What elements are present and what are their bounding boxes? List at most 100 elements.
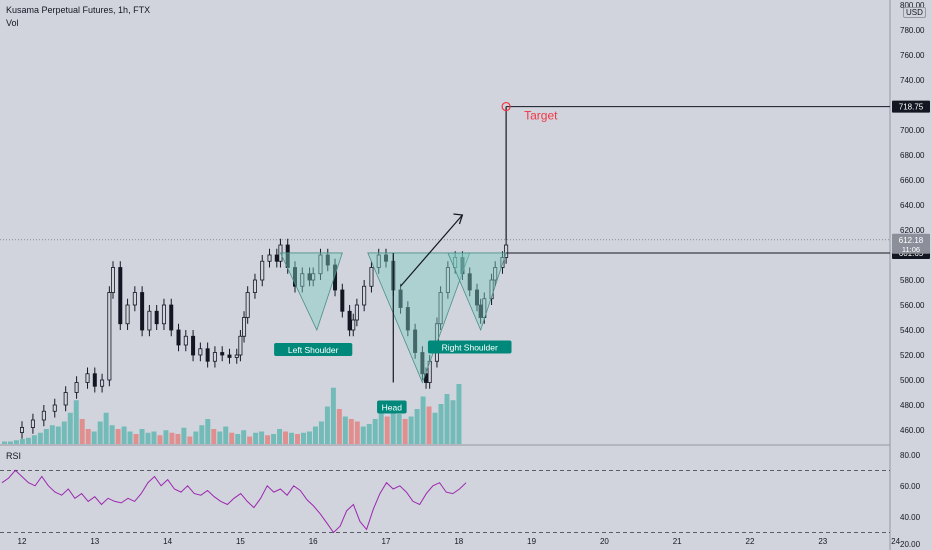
- volume-bar: [127, 431, 133, 444]
- volume-bar: [37, 432, 43, 444]
- candle-body: [212, 352, 217, 362]
- candle-body: [227, 354, 232, 358]
- volume-bar: [366, 424, 372, 444]
- candle-body: [333, 264, 338, 291]
- volume-bar: [13, 440, 19, 444]
- price-tick-label: 460.00: [900, 426, 925, 435]
- volume-bar: [324, 406, 330, 444]
- candle-body: [161, 304, 166, 325]
- rsi-line: [1, 469, 467, 534]
- volume-bar: [49, 425, 55, 444]
- volume-bar: [217, 431, 223, 444]
- volume-bar: [241, 430, 247, 444]
- rsi-tick-label: 20.00: [900, 540, 921, 549]
- candle-body: [478, 304, 483, 318]
- volume-bar: [223, 426, 229, 444]
- volume-legend: Vol: [6, 18, 19, 28]
- candle-body: [30, 419, 35, 428]
- volume-bar: [360, 426, 366, 444]
- price-tick-label: 560.00: [900, 301, 925, 310]
- volume-bar: [420, 396, 426, 444]
- volume-bar: [247, 436, 253, 444]
- volume-bar: [139, 429, 145, 444]
- candle-body: [354, 304, 359, 321]
- rsi-tick-label: 80.00: [900, 451, 921, 460]
- volume-bar: [265, 435, 271, 444]
- candle-body: [52, 404, 57, 412]
- rsi-tick-label: 60.00: [900, 482, 921, 491]
- price-tick-label: 500.00: [900, 376, 925, 385]
- price-level-tag: [892, 100, 930, 113]
- volume-bar: [277, 429, 283, 444]
- volume-bar: [163, 430, 169, 444]
- volume-bar: [19, 439, 25, 444]
- pattern-shape: [447, 252, 507, 332]
- volume-bar: [336, 409, 342, 444]
- volume-bar: [354, 421, 360, 444]
- candle-body: [205, 348, 210, 362]
- date-tick-label: 24: [891, 537, 900, 546]
- candle-body: [252, 279, 257, 293]
- candle-body: [198, 348, 203, 356]
- candle-body: [438, 292, 443, 325]
- candle-body: [453, 257, 458, 268]
- candle-body: [107, 292, 112, 381]
- volume-bar: [205, 419, 211, 444]
- candle-body: [300, 273, 305, 287]
- candle-body: [311, 273, 316, 281]
- price-tick-label: 660.00: [900, 176, 925, 185]
- price-tick-label: 680.00: [900, 151, 925, 160]
- candle-body: [111, 267, 116, 293]
- volume-bar: [426, 406, 432, 444]
- candle-body: [220, 352, 225, 356]
- candle-body: [176, 329, 181, 346]
- current-price-label: 612.18: [899, 236, 924, 245]
- volume-bar: [306, 431, 312, 444]
- volume-bar: [378, 412, 384, 444]
- candle-body: [274, 254, 279, 262]
- rsi-legend: RSI: [6, 451, 22, 461]
- volume-bar: [444, 394, 450, 444]
- volume-bar: [235, 434, 241, 444]
- pattern-shape: [279, 252, 343, 332]
- candle-body: [260, 260, 265, 281]
- volume-bar: [103, 412, 109, 444]
- breakout-arrow-line: [400, 214, 463, 287]
- candle-body: [234, 354, 239, 358]
- date-tick-label: 18: [454, 537, 463, 546]
- candle-body: [504, 244, 509, 258]
- candle-body: [413, 329, 418, 353]
- date-tick-label: 17: [382, 537, 391, 546]
- price-tick-label: 620.00: [900, 226, 925, 235]
- candle-body: [474, 289, 479, 306]
- candle-body: [398, 289, 403, 308]
- date-tick-label: 14: [163, 537, 172, 546]
- candle-body: [100, 379, 105, 387]
- volume-bar: [402, 419, 408, 444]
- candle-body: [118, 267, 123, 325]
- price-tick-label: 700.00: [900, 126, 925, 135]
- symbol-title[interactable]: Kusama Perpetual Futures, 1h, FTX: [6, 5, 151, 15]
- candle-body: [85, 373, 90, 383]
- volume-bar: [145, 432, 151, 444]
- volume-bar: [283, 431, 289, 444]
- price-tick-label: 780.00: [900, 26, 925, 35]
- volume-bar: [384, 416, 390, 444]
- volume-bar: [25, 437, 31, 444]
- currency-badge[interactable]: USD: [903, 7, 926, 18]
- candle-body: [307, 273, 312, 281]
- volume-bar: [342, 416, 348, 444]
- candle-body: [325, 254, 330, 266]
- volume-bar: [271, 434, 277, 444]
- candle-body: [19, 427, 24, 433]
- volume-bar: [396, 414, 402, 444]
- volume-bar: [67, 412, 73, 444]
- volume-bar: [348, 419, 354, 444]
- target-label: Target: [524, 109, 558, 123]
- candle-body: [92, 373, 97, 387]
- candle-body: [183, 335, 188, 346]
- price-tick-label: 580.00: [900, 276, 925, 285]
- candle-body: [467, 273, 472, 291]
- rsi-tick-label: 40.00: [900, 513, 921, 522]
